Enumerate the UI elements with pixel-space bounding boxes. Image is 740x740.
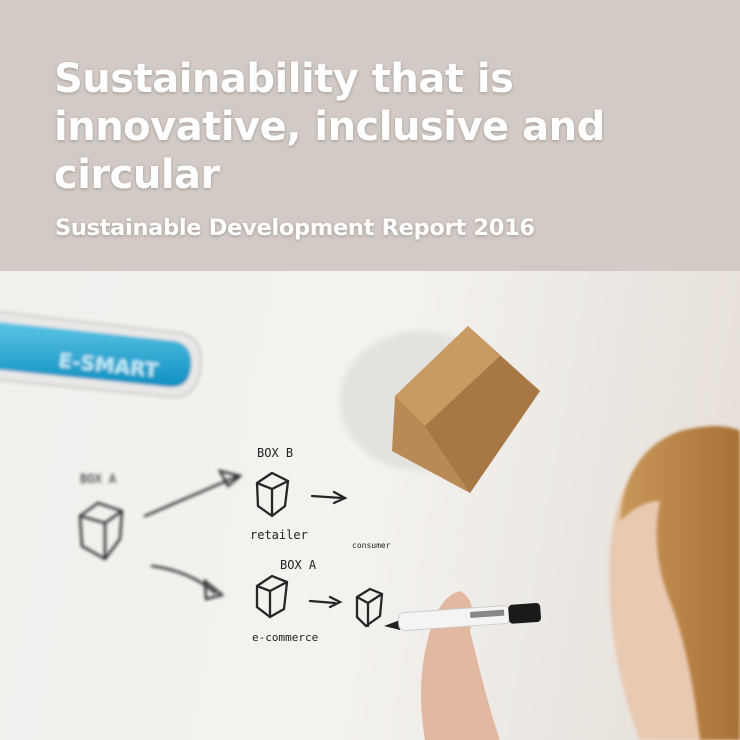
whiteboard-sketch bbox=[78, 469, 384, 628]
sketch-labels: BOX A BOX B retailer consumer BOX A e-co… bbox=[80, 446, 391, 644]
marker-pen bbox=[384, 603, 541, 632]
cardboard-box bbox=[340, 326, 540, 493]
cover-header: Sustainability that is innovative, inclu… bbox=[0, 0, 740, 271]
label-consumer: consumer bbox=[352, 541, 391, 550]
whiteboard-scene: E-SMART BOX A BOX B retailer con bbox=[0, 310, 740, 740]
label-box-b: BOX B bbox=[257, 446, 293, 460]
e-smart-sign: E-SMART bbox=[0, 310, 203, 399]
cover-title: Sustainability that is innovative, inclu… bbox=[54, 56, 605, 198]
cover-subtitle: Sustainable Development Report 2016 bbox=[55, 215, 535, 241]
label-retailer: retailer bbox=[250, 528, 308, 542]
label-box-a-bottom: BOX A bbox=[280, 558, 317, 572]
person bbox=[421, 426, 740, 740]
cover-photo: E-SMART BOX A BOX B retailer con bbox=[0, 271, 740, 740]
label-ecommerce: e-commerce bbox=[252, 631, 318, 644]
label-box-a-top: BOX A bbox=[80, 472, 117, 486]
